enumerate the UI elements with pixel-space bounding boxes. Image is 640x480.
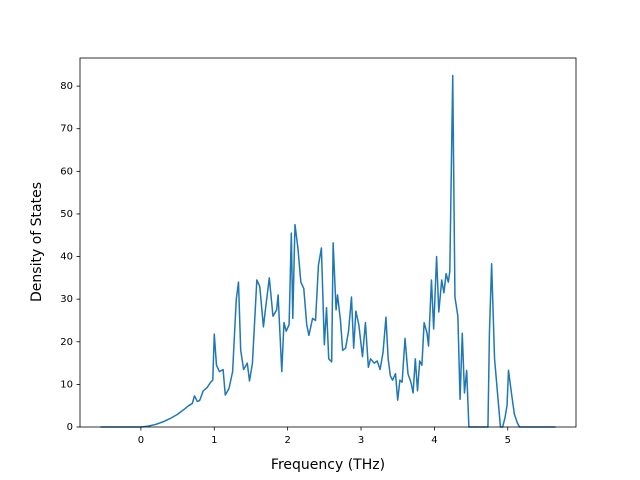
y-tick-label: 80 bbox=[60, 81, 73, 92]
y-tick-label: 50 bbox=[60, 209, 73, 220]
y-tick-label: 60 bbox=[60, 166, 73, 177]
axes-frame bbox=[79, 57, 577, 428]
x-tick-label: 0 bbox=[138, 435, 144, 446]
x-tick-label: 1 bbox=[211, 435, 217, 446]
y-tick-label: 30 bbox=[60, 294, 73, 305]
y-tick-label: 0 bbox=[67, 422, 73, 433]
y-tick-label: 20 bbox=[60, 337, 73, 348]
y-axis-label: Density of States bbox=[29, 182, 45, 302]
x-tick-label: 4 bbox=[431, 435, 437, 446]
x-axis-label: Frequency (THz) bbox=[271, 457, 385, 473]
y-tick-label: 40 bbox=[60, 252, 73, 263]
data-line bbox=[100, 74, 556, 428]
x-tick-label: 3 bbox=[358, 435, 364, 446]
y-tick-label: 70 bbox=[60, 124, 73, 135]
x-tick-label: 5 bbox=[505, 435, 511, 446]
x-tick-label: 2 bbox=[284, 435, 290, 446]
y-tick-label: 10 bbox=[60, 379, 73, 390]
